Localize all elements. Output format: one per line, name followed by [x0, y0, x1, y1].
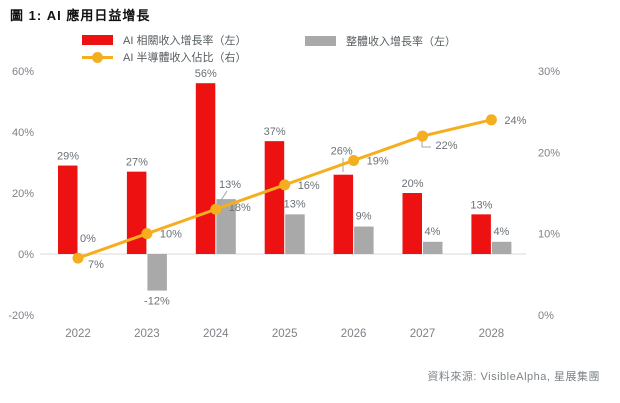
ai-semi-share-value-label: 10% [160, 229, 182, 241]
bar-ai-growth [58, 165, 78, 254]
left-axis-tick: 20% [12, 188, 34, 200]
legend-label-ai-related: AI 相關收入增長率（左） [123, 35, 247, 47]
right-axis-tick: 10% [538, 229, 560, 241]
legend-label-overall: 整體收入增長率（左） [346, 36, 456, 48]
ai-semi-share-value-label: 24% [504, 115, 526, 127]
ai-semi-share-value-label: 13% [219, 179, 241, 191]
left-axis-tick: 60% [12, 66, 34, 78]
legend-item-overall: 整體收入增長率（左） [305, 33, 456, 49]
ai-semi-share-value-label: 22% [436, 140, 458, 152]
x-axis-year-label: 2028 [479, 328, 505, 340]
line-point-marker [348, 154, 360, 166]
x-axis-year-label: 2022 [65, 328, 91, 340]
ai-growth-value-label: 56% [195, 68, 217, 80]
right-axis-tick: 30% [538, 66, 560, 78]
ai-growth-value-label: 29% [57, 151, 79, 163]
gold-line-swatch-icon [82, 51, 113, 63]
right-axis-tick: 0% [538, 310, 554, 322]
label-leader-line [217, 190, 228, 206]
bar-overall-growth [147, 254, 167, 291]
ai-semi-share-value-label: 7% [88, 259, 104, 271]
overall-growth-value-label: 9% [356, 211, 372, 223]
overall-growth-value-label: 4% [425, 226, 441, 238]
gray-bar-swatch-icon [305, 36, 336, 46]
line-point-marker [141, 228, 153, 240]
bar-ai-growth [402, 193, 422, 254]
overall-growth-value-label: 4% [493, 226, 509, 238]
line-point-marker [485, 114, 497, 126]
line-point-marker [279, 179, 291, 191]
x-axis-year-label: 2023 [134, 328, 160, 340]
x-axis-year-label: 2025 [272, 328, 298, 340]
line-point-marker [210, 203, 222, 215]
bar-overall-growth [354, 226, 374, 254]
left-axis-tick: -20% [8, 310, 34, 322]
bar-ai-growth [195, 83, 216, 254]
ai-growth-value-label: 37% [264, 126, 286, 138]
left-axis-tick: 40% [12, 127, 34, 139]
bar-ai-growth [264, 141, 285, 254]
left-axis-tick: 0% [18, 249, 34, 261]
overall-growth-value-label: 13% [284, 198, 306, 210]
ai-growth-value-label: 26% [331, 146, 353, 158]
x-axis-year-label: 2026 [341, 328, 367, 340]
ai-semi-share-value-label: 19% [367, 155, 389, 167]
bar-overall-growth [423, 241, 443, 254]
source-note: 資料來源: VisibleAlpha, 星展集團 [427, 371, 600, 383]
right-axis-tick: 20% [538, 147, 560, 159]
legend-item-ai-semi: AI 半導體收入佔比（右） [82, 49, 246, 65]
ai-growth-value-label: 13% [470, 199, 492, 211]
overall-growth-value-label: -12% [144, 296, 170, 308]
ai-growth-value-label: 20% [401, 178, 423, 190]
red-bar-swatch-icon [82, 35, 113, 45]
x-axis-year-label: 2027 [410, 328, 436, 340]
overall-growth-value-label: 18% [229, 202, 251, 214]
ai-semi-share-value-label: 16% [298, 180, 320, 192]
chart-title: 圖 1: AI 應用日益增長 [10, 8, 151, 23]
legend-item-ai-related: AI 相關收入增長率（左） [82, 32, 246, 48]
x-axis-year-label: 2024 [203, 328, 229, 340]
label-leader-line [421, 141, 431, 148]
bar-overall-growth [285, 214, 305, 254]
ai-growth-value-label: 27% [126, 157, 148, 169]
bar-overall-growth [216, 199, 236, 254]
bar-ai-growth [126, 171, 147, 254]
overall-growth-value-label: 0% [80, 233, 96, 245]
bar-ai-growth [471, 214, 491, 254]
line-point-marker [417, 130, 428, 142]
line-point-marker [72, 252, 84, 264]
legend-label-ai-semi: AI 半導體收入佔比（右） [123, 52, 247, 64]
bar-ai-growth [333, 174, 354, 254]
bar-overall-growth [491, 241, 512, 254]
